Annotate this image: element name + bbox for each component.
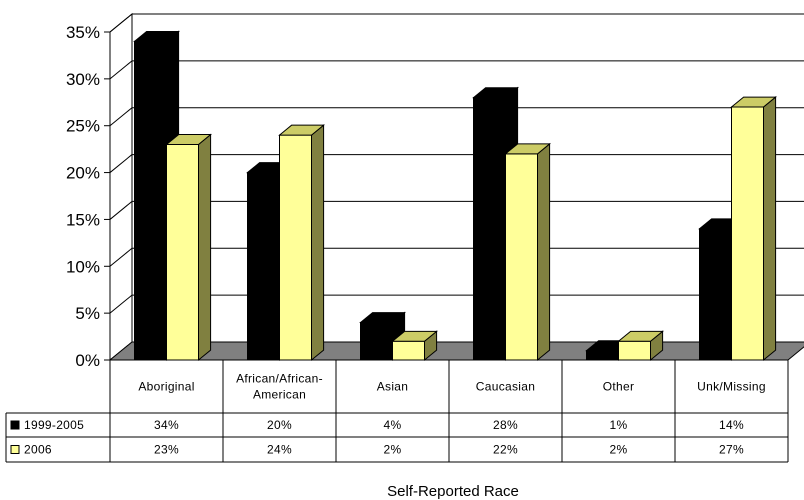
data-label: 20% <box>267 418 292 432</box>
category-label: Other <box>603 380 635 394</box>
bar-2006 <box>391 330 439 362</box>
gridline-side <box>109 247 133 267</box>
gridline-side <box>109 107 133 127</box>
side-wall <box>109 12 133 362</box>
y-tick-label: 10% <box>66 257 100 276</box>
gridline-side <box>109 154 133 173</box>
y-tick-label: 20% <box>66 164 100 183</box>
data-label: 2% <box>610 443 628 457</box>
data-label: 34% <box>154 418 179 432</box>
y-tick-label: 5% <box>75 304 100 323</box>
category-label: American <box>253 388 306 402</box>
data-label: 23% <box>154 443 179 457</box>
bar-2006 <box>730 96 778 362</box>
data-label: 1% <box>610 418 628 432</box>
data-label: 24% <box>267 443 292 457</box>
data-label: 28% <box>493 418 518 432</box>
legend-key <box>10 445 20 454</box>
data-label: 14% <box>719 418 744 432</box>
bar-2006 <box>504 142 552 362</box>
data-label: 22% <box>493 443 518 457</box>
gridline-side <box>109 60 133 80</box>
legend-label: 1999-2005 <box>24 418 84 432</box>
gridline-side <box>109 201 133 220</box>
y-tick-label: 30% <box>66 70 100 89</box>
gridline-side <box>109 13 133 33</box>
category-label: Unk/Missing <box>697 380 766 394</box>
legend-label: 2006 <box>24 443 52 457</box>
y-tick-label: 25% <box>66 117 100 136</box>
x-axis-title: Self-Reported Race <box>387 483 519 500</box>
category-label: African/African- <box>236 372 323 386</box>
bar-2006 <box>165 133 213 362</box>
y-tick-label: 35% <box>66 23 100 42</box>
data-label: 4% <box>384 418 402 432</box>
y-tick-label: 0% <box>75 351 100 370</box>
y-tick-label: 15% <box>66 210 100 229</box>
data-label: 27% <box>719 443 744 457</box>
gridline-side <box>109 294 133 314</box>
bar-2006 <box>278 124 326 362</box>
category-label: Caucasian <box>476 380 535 394</box>
legend-key <box>10 420 20 430</box>
category-label: Aboriginal <box>138 380 194 394</box>
category-label: Asian <box>377 380 409 394</box>
data-label: 2% <box>384 443 402 457</box>
back-wall <box>131 13 804 343</box>
bar-2006 <box>617 330 665 362</box>
